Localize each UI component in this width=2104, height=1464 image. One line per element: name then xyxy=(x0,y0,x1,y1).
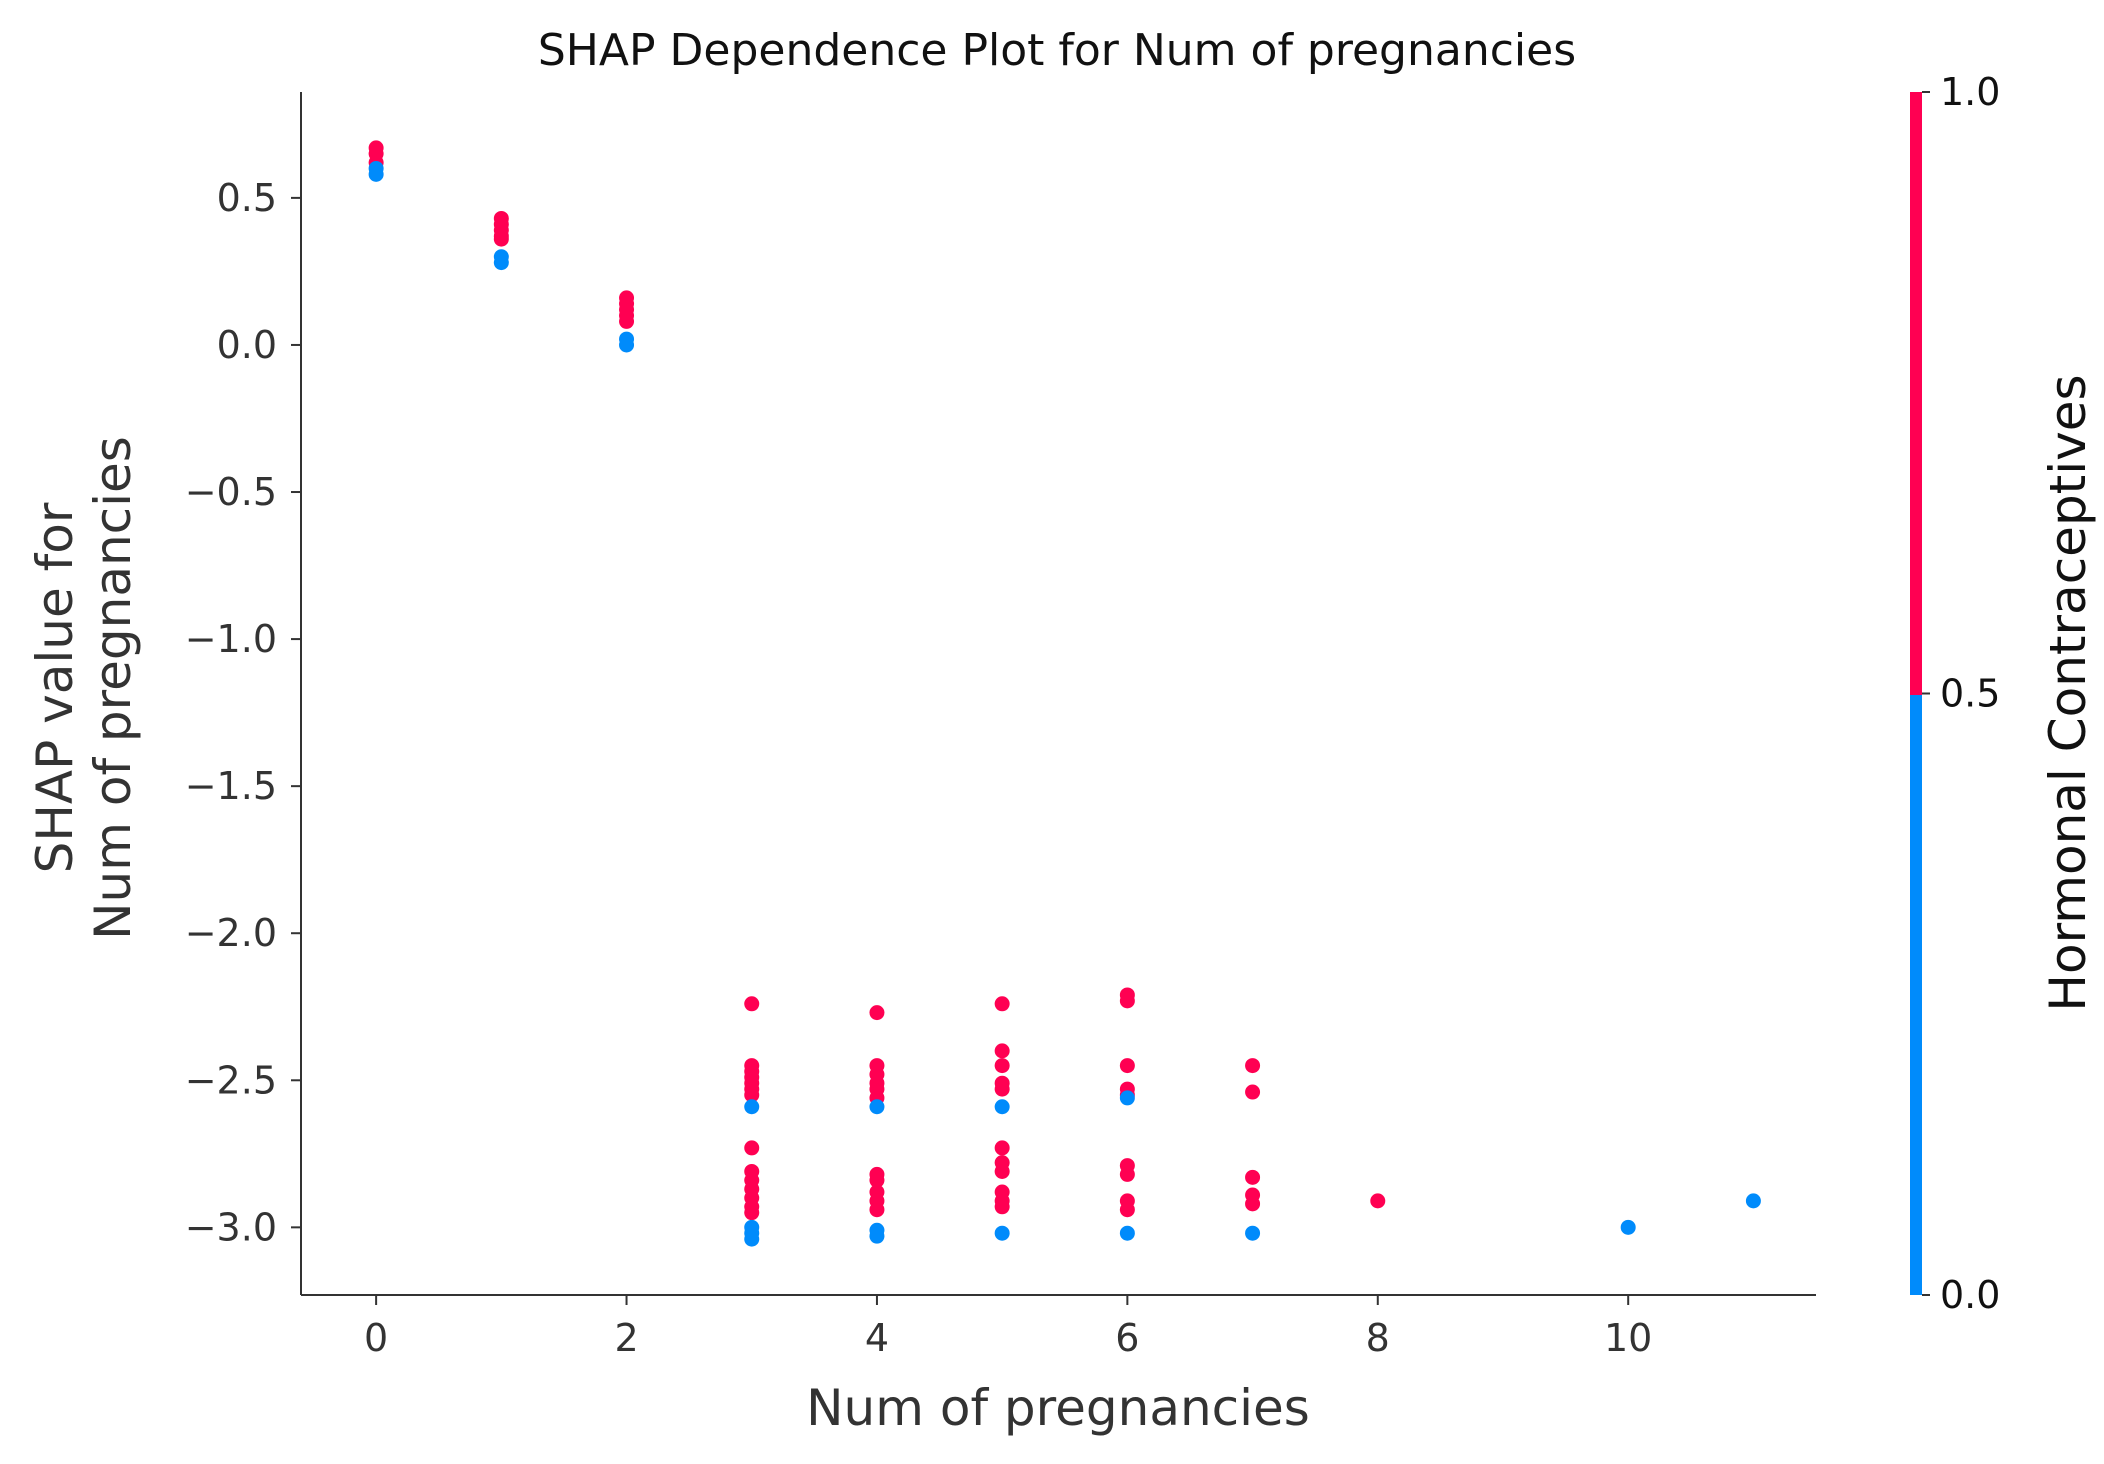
chart-title: SHAP Dependence Plot for Num of pregnanc… xyxy=(538,25,1576,76)
point-high xyxy=(994,996,1010,1012)
point-high xyxy=(994,1140,1010,1156)
colorbar-tick-label: 0.5 xyxy=(1940,672,2000,716)
point-high xyxy=(1245,1058,1261,1074)
point-high xyxy=(1119,1166,1135,1182)
colorbar-high-segment xyxy=(1910,92,1922,695)
plot-area: 0 2 4 6 8 10 0.5 0.0 −0.5 −1.0 −1.5 −2.0 −2.5 −3.0 xyxy=(185,92,1816,1360)
x-tick-label: 4 xyxy=(865,1316,889,1360)
point-high xyxy=(744,1205,760,1221)
point-low xyxy=(869,1099,885,1115)
point-low xyxy=(994,1225,1010,1241)
point-high xyxy=(619,313,635,329)
point-low xyxy=(1119,1090,1135,1106)
x-tick-label: 10 xyxy=(1604,1316,1652,1360)
point-high xyxy=(994,1199,1010,1215)
colorbar-tick-label: 0.0 xyxy=(1940,1273,2000,1317)
y-tick-label: −1.5 xyxy=(185,764,277,808)
x-tick-label: 8 xyxy=(1366,1316,1390,1360)
y-tick-label: 0.0 xyxy=(217,323,277,367)
point-high xyxy=(994,1081,1010,1097)
x-ticks: 0 2 4 6 8 10 xyxy=(364,1295,1652,1360)
point-high xyxy=(994,1058,1010,1074)
point-high xyxy=(493,231,509,247)
point-high xyxy=(1245,1196,1261,1212)
point-high xyxy=(869,1202,885,1218)
scatter-points xyxy=(368,140,1761,1247)
y-tick-label: −2.5 xyxy=(185,1058,277,1102)
point-low xyxy=(1119,1225,1135,1241)
x-tick-label: 2 xyxy=(614,1316,638,1360)
point-high xyxy=(1245,1169,1261,1185)
y-tick-label: −0.5 xyxy=(185,470,277,514)
x-tick-label: 0 xyxy=(364,1316,388,1360)
point-low xyxy=(493,255,509,271)
colorbar-tick-label: 1.0 xyxy=(1940,70,2000,114)
y-axis-label-line-1: SHAP value for xyxy=(26,502,84,873)
colorbar-ticks: 0.0 0.5 1.0 xyxy=(1922,70,2000,1317)
point-low xyxy=(1745,1193,1761,1209)
colorbar-low-segment xyxy=(1910,695,1922,1295)
point-low xyxy=(368,166,384,182)
point-high xyxy=(744,996,760,1012)
point-high xyxy=(1370,1193,1386,1209)
y-tick-label: 0.5 xyxy=(217,176,277,220)
point-low xyxy=(619,337,635,353)
point-high xyxy=(1119,1058,1135,1074)
x-axis-label: Num of pregnancies xyxy=(806,1379,1310,1437)
colorbar-label: Hormonal Contraceptives xyxy=(2039,374,2097,1011)
point-low xyxy=(744,1099,760,1115)
x-tick-label: 6 xyxy=(1115,1316,1139,1360)
point-high xyxy=(1245,1084,1261,1100)
point-low xyxy=(1245,1225,1261,1241)
colorbar: 0.0 0.5 1.0 Hormonal Contraceptives xyxy=(1910,70,2097,1317)
point-low xyxy=(994,1099,1010,1115)
point-high xyxy=(1119,993,1135,1009)
point-high xyxy=(869,1005,885,1021)
point-low xyxy=(744,1231,760,1247)
point-low xyxy=(1620,1219,1636,1235)
point-high xyxy=(744,1140,760,1156)
y-tick-label: −1.0 xyxy=(185,617,277,661)
point-high xyxy=(869,1172,885,1188)
y-tick-label: −2.0 xyxy=(185,911,277,955)
point-high xyxy=(744,1087,760,1103)
y-ticks: 0.5 0.0 −0.5 −1.0 −1.5 −2.0 −2.5 −3.0 xyxy=(185,176,301,1249)
y-axis-label: SHAP value for Num of pregnancies xyxy=(26,436,142,940)
point-low xyxy=(869,1228,885,1244)
y-tick-label: −3.0 xyxy=(185,1205,277,1249)
y-axis-label-line-2: Num of pregnancies xyxy=(84,436,142,940)
point-high xyxy=(1119,1202,1135,1218)
point-high xyxy=(994,1043,1010,1059)
point-high xyxy=(994,1163,1010,1179)
